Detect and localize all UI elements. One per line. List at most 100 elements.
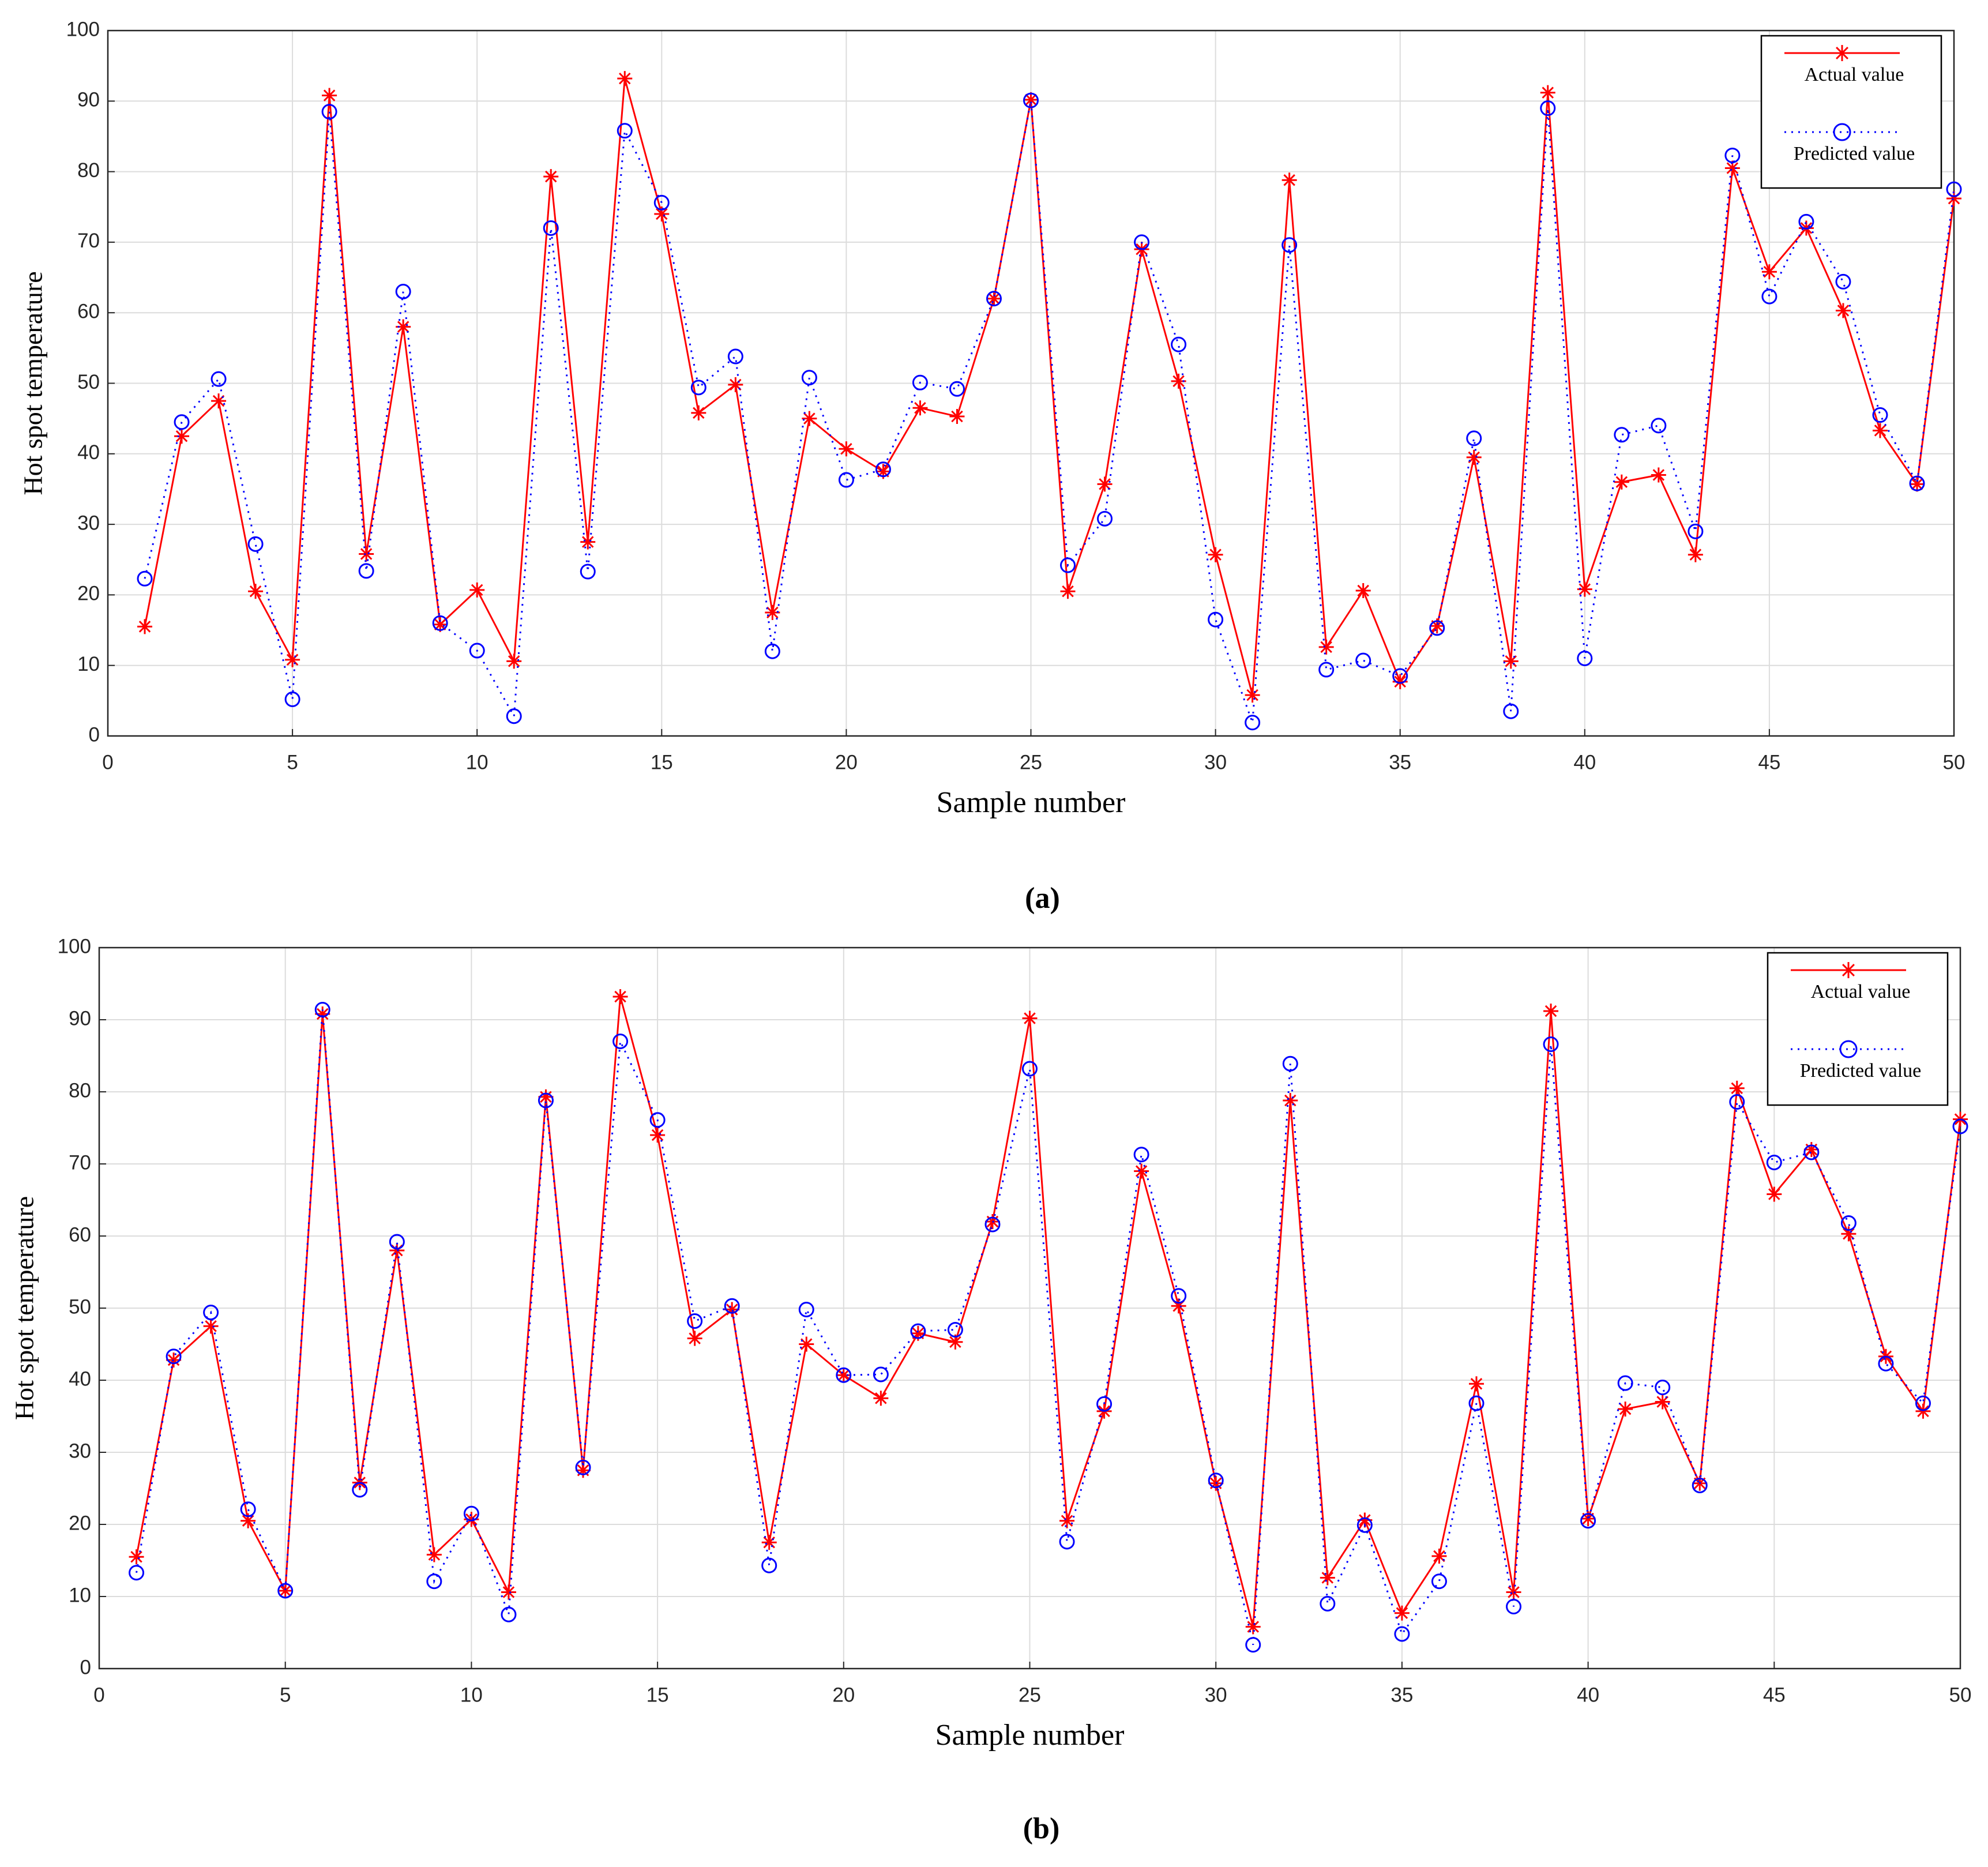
point <box>247 536 264 552</box>
legend-box <box>1767 952 1949 1106</box>
point <box>211 393 227 409</box>
legend-label: Actual value <box>1805 64 1904 85</box>
point <box>1356 1517 1373 1533</box>
x-tick-label: 35 <box>1389 751 1411 773</box>
point <box>687 1313 703 1329</box>
point <box>1618 1402 1633 1417</box>
point <box>1729 1094 1745 1110</box>
x-tick-label: 40 <box>1573 751 1596 773</box>
point <box>727 348 743 365</box>
point <box>1946 181 1962 197</box>
point <box>761 1557 777 1573</box>
point <box>1841 1226 1857 1242</box>
point <box>1540 85 1555 100</box>
point <box>687 1331 702 1346</box>
x-tick-label: 15 <box>651 751 673 773</box>
point <box>464 1512 479 1527</box>
point <box>1543 1004 1559 1019</box>
point <box>949 381 965 397</box>
y-tick-label: 100 <box>66 18 100 40</box>
point <box>1468 1395 1485 1411</box>
point <box>1688 547 1703 562</box>
point <box>580 534 596 550</box>
point <box>1580 1511 1596 1526</box>
point <box>433 617 448 632</box>
point <box>724 1298 740 1314</box>
x-tick-label: 20 <box>835 751 858 773</box>
point <box>174 429 190 444</box>
point <box>1283 1093 1298 1108</box>
point <box>1543 1036 1559 1052</box>
point <box>538 1089 554 1105</box>
x-tick-label: 5 <box>287 751 298 773</box>
chart: 0 10 20 30 40 50 60 70 80 90 100 0 5 10 15 20 25 30 35 40 45… <box>18 18 1966 915</box>
y-tick-label: 40 <box>77 441 100 464</box>
point <box>1766 1155 1782 1170</box>
point <box>1023 92 1039 107</box>
point <box>836 1368 851 1383</box>
point <box>1835 273 1851 290</box>
point <box>1724 160 1740 176</box>
point <box>1282 172 1297 188</box>
y-tick-label: 30 <box>77 512 100 534</box>
point <box>1060 557 1076 573</box>
y-tick-label: 60 <box>77 300 100 322</box>
point <box>1729 1080 1745 1096</box>
x-tick-label: 0 <box>93 1684 104 1706</box>
y-axis-label: Hot spot temperature <box>10 1196 39 1420</box>
y-axis-label: Hot spot temperature <box>18 271 48 495</box>
point <box>575 1459 591 1475</box>
x-tick-label: 10 <box>466 751 488 773</box>
point <box>1466 430 1482 446</box>
point <box>1355 583 1371 599</box>
point <box>1506 1599 1522 1614</box>
point <box>802 411 817 426</box>
caption: (b) <box>1023 1812 1060 1845</box>
x-tick-label: 0 <box>102 751 113 773</box>
point <box>653 194 670 211</box>
x-tick-label: 50 <box>1943 751 1966 773</box>
point <box>1840 1215 1857 1231</box>
point <box>1245 1619 1261 1635</box>
y-tick-label: 0 <box>80 1656 91 1678</box>
point <box>538 1092 554 1109</box>
point <box>1614 427 1630 443</box>
point <box>426 1547 442 1562</box>
point <box>873 1366 889 1383</box>
point <box>1651 467 1666 483</box>
point <box>765 604 780 620</box>
point <box>1320 1596 1336 1611</box>
point <box>426 1573 442 1590</box>
point <box>799 1336 814 1352</box>
point <box>912 374 928 390</box>
series-line <box>136 996 1961 1627</box>
point <box>1394 1605 1410 1621</box>
point <box>650 1128 666 1143</box>
legend-label: Predicted value <box>1800 1060 1922 1081</box>
point <box>649 1112 666 1128</box>
point <box>1909 475 1925 491</box>
point <box>166 1348 182 1365</box>
caption: (a) <box>1025 882 1060 915</box>
point <box>1023 92 1039 108</box>
point <box>1431 1573 1447 1590</box>
point <box>1798 213 1814 230</box>
point <box>1208 1472 1224 1489</box>
point <box>1503 703 1519 719</box>
point <box>1577 581 1592 597</box>
point <box>947 1322 963 1338</box>
point <box>691 405 706 420</box>
legend-label: Actual value <box>1811 981 1911 1002</box>
point <box>1655 1380 1671 1395</box>
point <box>612 989 628 1004</box>
point <box>1245 715 1261 731</box>
point <box>501 1584 516 1600</box>
y-tick-label: 100 <box>58 935 91 957</box>
point <box>211 371 227 387</box>
point <box>910 1325 926 1341</box>
point <box>203 1305 219 1320</box>
point <box>359 546 374 562</box>
x-tick-label: 45 <box>1763 1684 1786 1706</box>
point <box>1577 650 1593 666</box>
point <box>1318 662 1335 678</box>
